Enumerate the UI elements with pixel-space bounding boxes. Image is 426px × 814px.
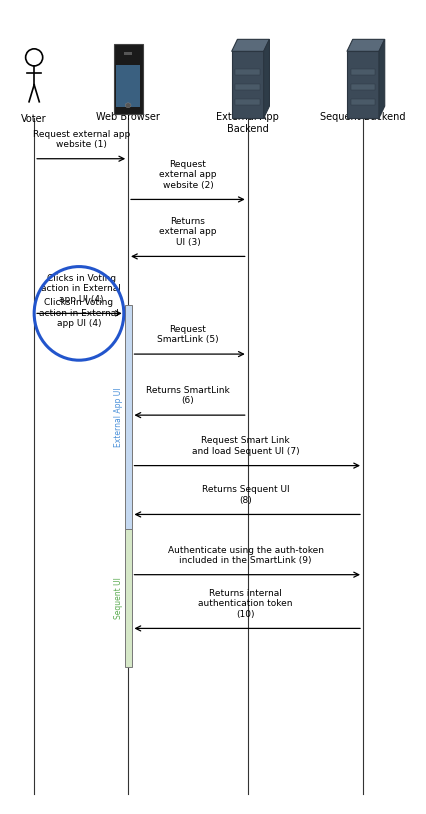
Bar bbox=[124, 305, 131, 529]
Bar bbox=[235, 69, 259, 76]
Bar bbox=[350, 98, 374, 105]
Polygon shape bbox=[378, 39, 384, 118]
Text: External App
Backend: External App Backend bbox=[216, 112, 279, 134]
Text: Web Browser: Web Browser bbox=[96, 112, 160, 122]
Polygon shape bbox=[263, 39, 269, 118]
Text: Request Smart Link
and load Sequent UI (7): Request Smart Link and load Sequent UI (… bbox=[191, 436, 299, 456]
Text: Clicks in Voting
action in External
app UI (4): Clicks in Voting action in External app … bbox=[41, 274, 121, 304]
Text: Returns internal
authentication token
(10): Returns internal authentication token (1… bbox=[198, 589, 292, 619]
Text: Returns Sequent UI
(8): Returns Sequent UI (8) bbox=[201, 485, 289, 505]
Text: Clicks in Voting
action in External
app UI (4): Clicks in Voting action in External app … bbox=[39, 299, 119, 328]
Bar bbox=[350, 69, 374, 76]
Ellipse shape bbox=[125, 103, 131, 107]
Bar bbox=[235, 84, 259, 90]
Polygon shape bbox=[231, 39, 269, 51]
Text: Request
external app
website (2): Request external app website (2) bbox=[159, 160, 216, 190]
Text: Sequent UI: Sequent UI bbox=[114, 577, 123, 619]
Bar bbox=[350, 84, 374, 90]
Text: Returns
external app
UI (3): Returns external app UI (3) bbox=[159, 217, 216, 247]
Polygon shape bbox=[346, 39, 384, 51]
Text: Request
SmartLink (5): Request SmartLink (5) bbox=[157, 325, 218, 344]
Bar bbox=[124, 529, 131, 667]
Bar bbox=[235, 98, 259, 105]
Text: External App UI: External App UI bbox=[114, 387, 123, 447]
Text: Authenticate using the auth-token
included in the SmartLink (9): Authenticate using the auth-token includ… bbox=[167, 545, 323, 565]
Bar bbox=[346, 51, 378, 118]
Bar bbox=[113, 45, 142, 114]
Text: Voter: Voter bbox=[21, 114, 47, 124]
Text: Sequent Backend: Sequent Backend bbox=[320, 112, 405, 122]
Text: Request external app
website (1): Request external app website (1) bbox=[32, 129, 130, 149]
Bar bbox=[115, 64, 140, 107]
Bar bbox=[231, 51, 263, 118]
Text: Returns SmartLink
(6): Returns SmartLink (6) bbox=[146, 386, 229, 405]
Bar bbox=[124, 52, 132, 55]
